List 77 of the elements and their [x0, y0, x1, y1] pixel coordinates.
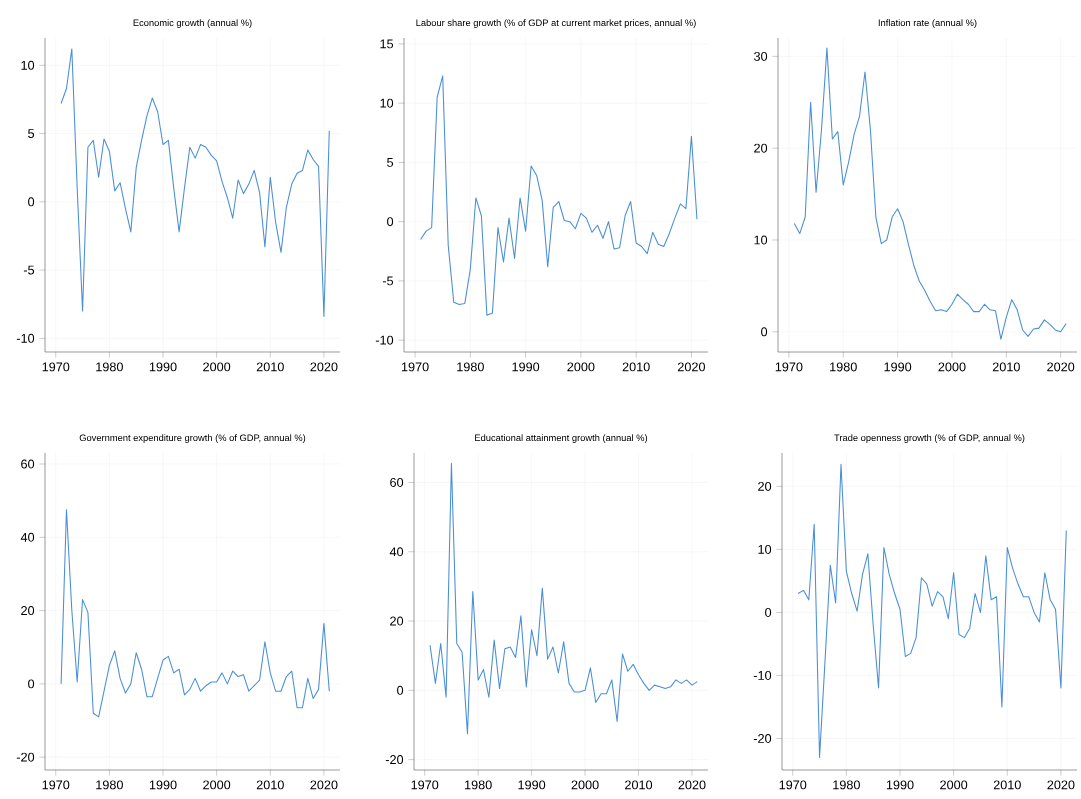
x-tick-label: 2020 — [678, 780, 706, 790]
chart-title: Economic growth (annual %) — [133, 19, 252, 28]
y-tick-label: 15 — [380, 39, 394, 49]
y-tick-label: 10 — [758, 544, 772, 554]
y-tick-label: 60 — [21, 459, 35, 469]
x-tick-label: 2010 — [993, 780, 1021, 790]
y-tick-label: 0 — [28, 197, 35, 207]
y-tick-label: -20 — [385, 755, 404, 765]
x-tick-label: 2010 — [256, 362, 284, 372]
y-tick-label: -20 — [16, 752, 35, 762]
line-series — [797, 463, 1067, 758]
y-tick-label: 0 — [397, 685, 404, 695]
x-tick-label: 2020 — [677, 362, 706, 372]
x-tick-label: 2020 — [310, 780, 338, 790]
chart-title: Inflation rate (annual %) — [878, 19, 977, 28]
x-tick-label: 1980 — [96, 362, 123, 372]
y-tick-label: 30 — [754, 51, 768, 61]
y-tick-label: -20 — [753, 733, 772, 743]
chart-title: Government expenditure growth (% of GDP, annual %) — [79, 434, 306, 443]
y-tick-label: 20 — [754, 143, 768, 153]
y-tick-label: 0 — [765, 607, 772, 617]
x-tick-label: 1990 — [149, 362, 177, 372]
x-tick-label: 1970 — [401, 362, 429, 372]
line-series — [60, 48, 330, 318]
y-tick-label: 20 — [21, 606, 35, 616]
x-tick-label: 2020 — [1047, 362, 1075, 372]
x-tick-label: 1970 — [42, 780, 70, 790]
x-tick-label: 1990 — [886, 780, 914, 790]
y-tick-label: 20 — [390, 616, 404, 626]
x-tick-label: 2010 — [992, 362, 1020, 372]
y-tick-label: 60 — [390, 477, 404, 487]
x-tick-label: 1990 — [518, 780, 546, 790]
x-tick-label: 1980 — [833, 780, 860, 790]
y-tick-label: 5 — [28, 129, 35, 138]
x-tick-label: 2000 — [203, 780, 231, 790]
y-tick-label: 40 — [389, 547, 404, 557]
y-tick-label: 10 — [754, 235, 768, 245]
x-tick-label: 2020 — [1047, 780, 1075, 790]
x-tick-label: 1980 — [96, 780, 123, 790]
x-tick-label: 2010 — [625, 780, 653, 790]
x-tick-label: 1970 — [42, 362, 70, 372]
x-tick-label: 1980 — [830, 362, 857, 372]
y-tick-label: 0 — [387, 217, 394, 227]
x-tick-label: 1970 — [779, 780, 807, 790]
line-series — [429, 462, 698, 735]
x-tick-label: 2000 — [940, 780, 968, 790]
line-series — [420, 75, 698, 316]
y-tick-label: 20 — [758, 481, 772, 491]
x-tick-label: 1980 — [465, 780, 492, 790]
y-tick-label: -10 — [375, 335, 394, 345]
chart-title: Trade openness growth (% of GDP, annual %) — [834, 434, 1025, 443]
chart-title: Educational attainment growth (annual %) — [475, 434, 648, 443]
y-tick-label: 5 — [387, 157, 394, 167]
chart-title: Labour share growth (% of GDP at current market prices, annual %) — [416, 19, 696, 28]
x-tick-label: 1970 — [775, 362, 803, 372]
y-tick-label: 0 — [761, 327, 768, 337]
y-tick-label: -10 — [753, 670, 772, 680]
line-series — [793, 47, 1067, 340]
x-tick-label: 2010 — [622, 362, 650, 372]
x-tick-label: 2010 — [256, 780, 284, 790]
y-tick-label: -10 — [16, 333, 35, 343]
y-tick-label: 10 — [21, 60, 35, 70]
x-tick-label: 2000 — [938, 362, 966, 372]
x-tick-label: 1990 — [512, 362, 540, 372]
y-tick-label: 40 — [20, 532, 35, 542]
y-tick-label: 10 — [380, 98, 394, 108]
x-tick-label: 2000 — [571, 780, 599, 790]
y-tick-label: -5 — [382, 276, 394, 286]
x-tick-label: 2000 — [203, 362, 231, 372]
y-tick-label: 0 — [28, 679, 35, 689]
x-tick-label: 1990 — [884, 362, 912, 372]
x-tick-label: 1970 — [411, 780, 439, 790]
y-tick-label: -5 — [23, 265, 35, 275]
x-tick-label: 1980 — [457, 362, 484, 372]
x-tick-label: 2000 — [567, 362, 595, 372]
x-tick-label: 2020 — [310, 362, 338, 372]
x-tick-label: 1990 — [149, 780, 177, 790]
